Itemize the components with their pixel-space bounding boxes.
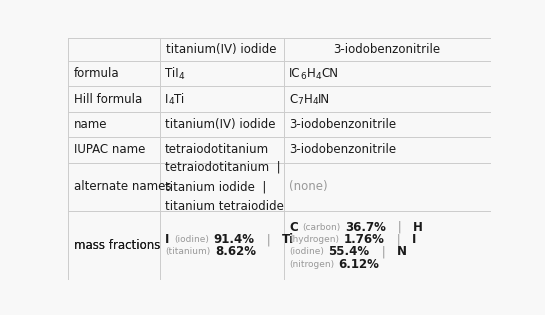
Text: |: | (393, 233, 404, 246)
Text: IN: IN (318, 93, 330, 106)
Text: (none): (none) (289, 180, 328, 193)
Text: 4: 4 (316, 72, 322, 81)
Text: mass fractions: mass fractions (74, 239, 160, 252)
Text: 55.4%: 55.4% (329, 245, 370, 258)
Text: I: I (411, 233, 416, 246)
Text: 6.12%: 6.12% (338, 258, 379, 271)
Text: 7: 7 (298, 97, 303, 106)
Text: (iodine): (iodine) (174, 235, 209, 244)
Text: |: | (394, 221, 405, 234)
Text: 36.7%: 36.7% (345, 221, 386, 234)
Text: |: | (263, 233, 274, 246)
Text: 4: 4 (312, 97, 318, 106)
Text: Ti: Ti (174, 93, 185, 106)
Text: N: N (397, 245, 407, 258)
Text: H: H (304, 93, 312, 106)
Text: titanium(IV) iodide: titanium(IV) iodide (165, 118, 276, 131)
Text: (iodine): (iodine) (289, 247, 324, 256)
Text: 8.62%: 8.62% (215, 245, 256, 258)
Text: 3-iodobenzonitrile: 3-iodobenzonitrile (289, 118, 396, 131)
Text: (carbon): (carbon) (302, 223, 341, 232)
Text: (nitrogen): (nitrogen) (289, 260, 334, 269)
Text: alternate names: alternate names (74, 180, 171, 193)
Text: I: I (165, 93, 168, 106)
Text: IUPAC name: IUPAC name (74, 143, 145, 156)
Text: I: I (165, 233, 169, 246)
Text: Ti: Ti (282, 233, 294, 246)
Text: (hydrogen): (hydrogen) (289, 235, 339, 244)
Text: Hill formula: Hill formula (74, 93, 142, 106)
Text: H: H (413, 221, 423, 234)
Text: tetraiodotitanium: tetraiodotitanium (165, 143, 269, 156)
Text: 1.76%: 1.76% (343, 233, 384, 246)
Text: H: H (307, 67, 316, 80)
Text: CN: CN (322, 67, 338, 80)
Text: |: | (378, 245, 389, 258)
Text: formula: formula (74, 67, 119, 80)
Text: TiI: TiI (165, 67, 179, 80)
Text: C: C (289, 221, 298, 234)
Text: 3-iodobenzonitrile: 3-iodobenzonitrile (334, 43, 440, 56)
Text: mass fractions: mass fractions (74, 239, 160, 252)
Text: 4: 4 (168, 97, 174, 106)
Text: titanium(IV) iodide: titanium(IV) iodide (166, 43, 277, 56)
Text: 3-iodobenzonitrile: 3-iodobenzonitrile (289, 143, 396, 156)
Text: 6: 6 (301, 72, 307, 81)
Text: C: C (289, 93, 297, 106)
Text: IC: IC (289, 67, 301, 80)
Text: 91.4%: 91.4% (213, 233, 255, 246)
Text: (titanium): (titanium) (165, 247, 210, 256)
Text: tetraiodotitanium  |
titanium iodide  |
titanium tetraiodide: tetraiodotitanium | titanium iodide | ti… (165, 160, 284, 213)
Text: 4: 4 (179, 72, 184, 81)
Text: name: name (74, 118, 107, 131)
